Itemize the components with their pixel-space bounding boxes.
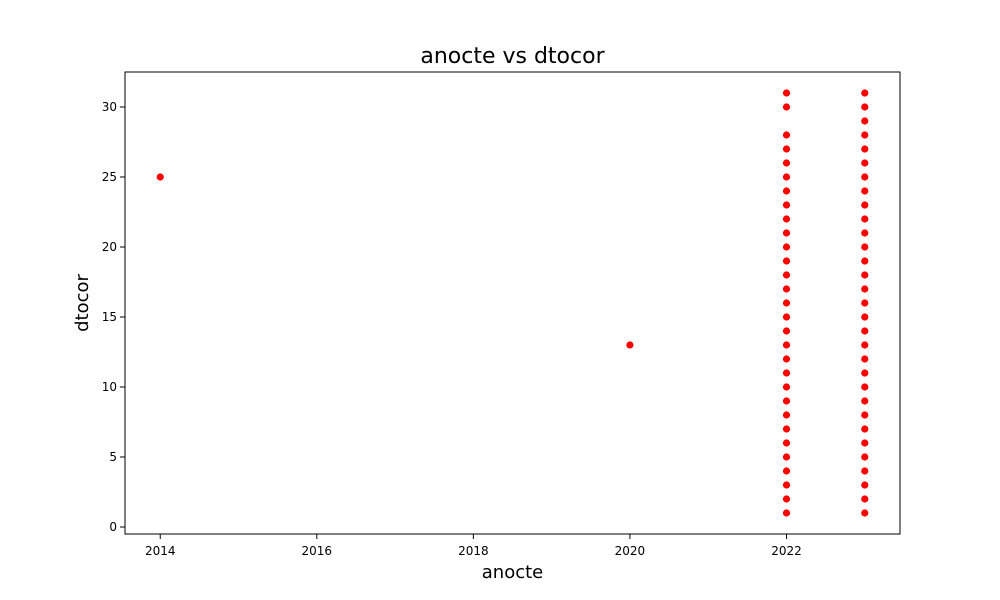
data-point xyxy=(860,312,870,322)
data-point xyxy=(782,326,791,336)
y-axis-ticks: 0 5 10 15 20 25 30 xyxy=(102,100,125,534)
data-point xyxy=(860,116,870,126)
x-tick-label: 2014 xyxy=(145,544,176,558)
data-point xyxy=(782,88,791,98)
data-point xyxy=(860,508,870,518)
data-point xyxy=(782,382,791,392)
data-point xyxy=(860,480,870,490)
data-point xyxy=(782,102,791,112)
data-point xyxy=(782,354,791,364)
y-tick-label: 10 xyxy=(102,380,117,394)
data-point xyxy=(782,424,791,434)
y-axis-label: dtocor xyxy=(72,274,93,332)
data-point xyxy=(782,508,791,518)
data-point xyxy=(782,186,791,196)
data-point xyxy=(860,144,870,154)
data-point xyxy=(782,158,791,168)
data-point xyxy=(860,200,870,210)
data-point xyxy=(782,494,791,504)
data-point xyxy=(782,410,791,420)
data-point xyxy=(782,396,791,406)
data-point xyxy=(782,270,791,280)
data-point xyxy=(860,494,870,504)
data-point xyxy=(860,228,870,238)
data-point xyxy=(155,172,165,182)
y-tick-label: 5 xyxy=(109,450,117,464)
data-point xyxy=(782,172,791,182)
data-point xyxy=(860,270,870,280)
x-tick-label: 2022 xyxy=(771,544,802,558)
data-point xyxy=(860,410,870,420)
data-point xyxy=(860,256,870,266)
data-point xyxy=(782,130,791,140)
data-point xyxy=(782,228,791,238)
y-tick-label: 25 xyxy=(102,170,117,184)
data-point xyxy=(782,214,791,224)
plot-area-frame xyxy=(124,71,901,535)
data-point xyxy=(860,326,870,336)
y-tick-label: 0 xyxy=(109,520,117,534)
data-point xyxy=(782,438,791,448)
x-axis-label: anocte xyxy=(482,562,543,583)
y-tick-label: 30 xyxy=(102,100,117,114)
x-tick-label: 2020 xyxy=(615,544,646,558)
data-point xyxy=(860,298,870,308)
x-tick-label: 2016 xyxy=(302,544,333,558)
data-point xyxy=(782,312,791,322)
data-point xyxy=(860,284,870,294)
data-point xyxy=(860,130,870,140)
data-point xyxy=(860,186,870,196)
data-point xyxy=(782,144,791,154)
data-point xyxy=(860,214,870,224)
x-axis-ticks: 2014 2016 2018 2020 2022 xyxy=(145,534,802,558)
data-point xyxy=(860,242,870,252)
data-point xyxy=(860,424,870,434)
data-point xyxy=(782,368,791,378)
data-point xyxy=(782,298,791,308)
data-point xyxy=(860,368,870,378)
data-point xyxy=(860,158,870,168)
data-point xyxy=(860,340,870,350)
data-point xyxy=(782,242,791,252)
data-point xyxy=(782,200,791,210)
data-point xyxy=(860,382,870,392)
data-point xyxy=(860,452,870,462)
x-tick-label: 2018 xyxy=(458,544,489,558)
data-point xyxy=(860,102,870,112)
data-point xyxy=(782,480,791,490)
y-tick-label: 20 xyxy=(102,240,117,254)
chart-title: anocte vs dtocor xyxy=(420,44,605,69)
y-tick-label: 15 xyxy=(102,310,117,324)
data-point xyxy=(860,354,870,364)
data-point xyxy=(860,172,870,182)
data-point xyxy=(782,340,791,350)
data-point xyxy=(625,340,635,350)
data-point xyxy=(860,88,870,98)
data-point xyxy=(860,438,870,448)
data-point xyxy=(782,452,791,462)
points-layer xyxy=(155,88,870,518)
data-point xyxy=(860,466,870,476)
data-point xyxy=(782,284,791,294)
data-point xyxy=(860,396,870,406)
data-point xyxy=(782,466,791,476)
data-point xyxy=(782,256,791,266)
